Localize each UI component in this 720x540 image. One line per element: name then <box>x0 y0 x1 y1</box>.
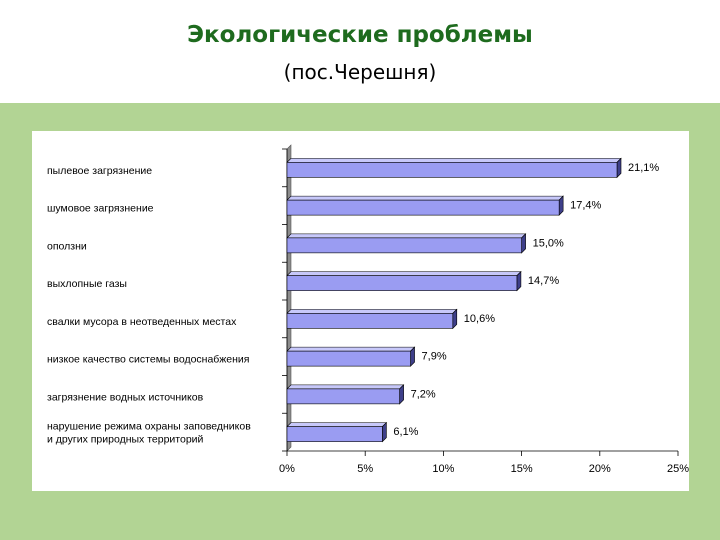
data-label: 7,9% <box>422 351 447 363</box>
bar <box>286 199 560 216</box>
bar <box>286 388 400 405</box>
x-tick-label: 15% <box>511 463 533 475</box>
category-label: шумовое загрязнение <box>47 203 154 215</box>
bar-top-face <box>286 158 622 163</box>
x-tick-label: 5% <box>357 463 373 475</box>
data-label: 17,4% <box>570 200 601 212</box>
data-label: 7,2% <box>411 388 436 400</box>
bar <box>286 162 618 178</box>
x-tick-label: 10% <box>432 463 454 475</box>
category-label: нарушение режима охраны заповедников <box>47 421 251 433</box>
bar <box>286 275 518 291</box>
data-label: 21,1% <box>628 162 659 174</box>
bar-top-face <box>286 309 458 314</box>
category-label: загрязнение водных источников <box>47 391 204 403</box>
data-label: 10,6% <box>464 313 495 325</box>
slide-subtitle: (пос.Черешня) <box>283 60 437 84</box>
category-label: свалки мусора в неотведенных местах <box>47 316 237 328</box>
category-label: оползни <box>47 240 87 252</box>
category-label: и других природных территорий <box>47 434 204 446</box>
x-tick-label: 25% <box>667 463 689 475</box>
x-tick-label: 0% <box>279 463 295 475</box>
category-label: пылевое загрязнение <box>47 165 152 177</box>
x-tick-label: 20% <box>589 463 611 475</box>
category-label: низкое качество системы водоснабжения <box>47 354 249 366</box>
bar-top-face <box>286 271 522 276</box>
bar <box>286 237 522 254</box>
bar-chart: 0% 5% 10% 15% 20% 25% 21,1% пылевое загрязнение… <box>47 144 689 475</box>
chart-container: 0% 5% 10% 15% 20% 25% 21,1% пылевое загрязнение… <box>32 131 689 491</box>
bar-top-face <box>286 346 416 352</box>
slide-header: Экологические проблемы (пос.Черешня) <box>0 0 720 103</box>
slide-title: Экологические проблемы <box>187 22 533 48</box>
category-label: выхлопные газы <box>47 278 127 290</box>
bar-top-face <box>286 195 564 201</box>
bar-top-face <box>286 384 405 390</box>
data-label: 15,0% <box>533 237 564 249</box>
chart-side-wall <box>286 144 292 452</box>
data-label: 14,7% <box>528 275 559 287</box>
data-label: 6,1% <box>393 426 418 438</box>
bar <box>286 313 454 329</box>
bar-top-face <box>286 422 388 427</box>
bar-top-face <box>286 233 527 239</box>
bar <box>286 350 411 367</box>
bar <box>286 426 383 442</box>
